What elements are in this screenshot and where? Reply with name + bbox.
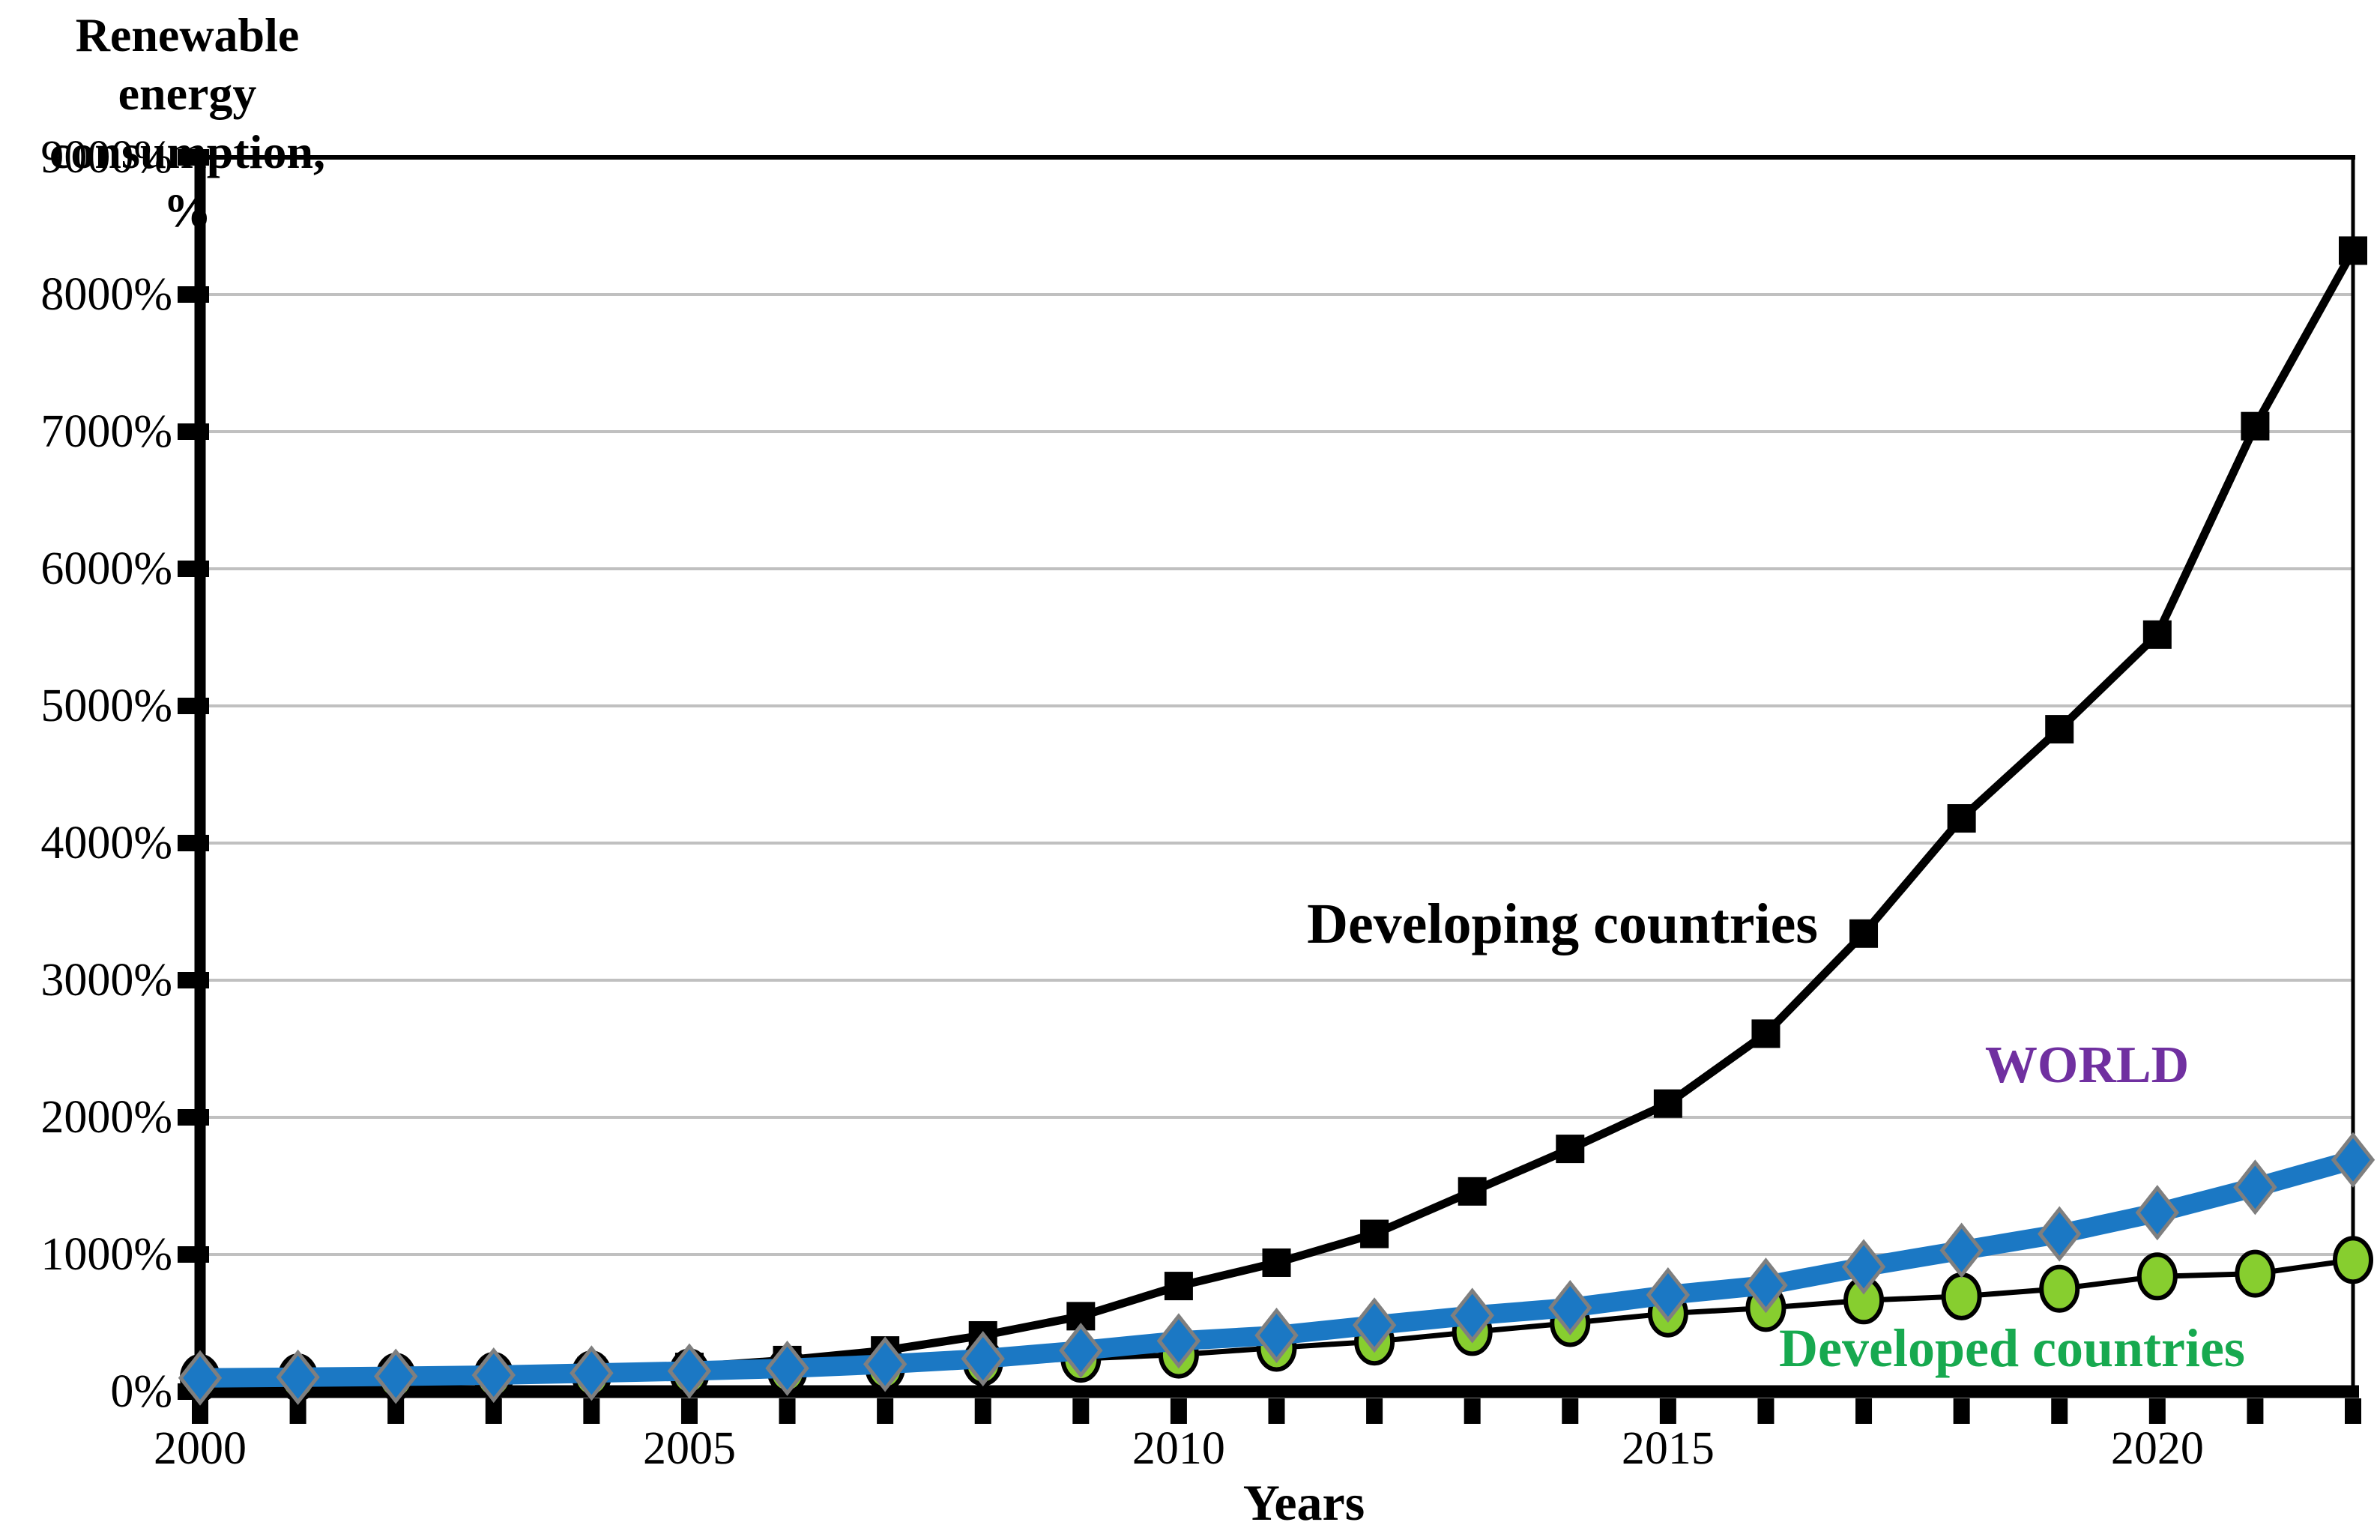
x-axis-tick [1072, 1398, 1090, 1424]
x-axis-tick [583, 1398, 600, 1424]
x-axis-tick [1757, 1398, 1775, 1424]
y-axis-tick [178, 149, 209, 166]
developed-countries-point [2136, 1252, 2178, 1301]
developed-countries-point [2333, 1236, 2373, 1284]
x-axis-tick [1855, 1398, 1873, 1424]
y-tick-label: 7000% [40, 406, 172, 457]
world-point [765, 1340, 809, 1396]
x-axis-tick [1170, 1398, 1187, 1424]
world-point [1646, 1266, 1691, 1323]
world-point [178, 1350, 223, 1406]
x-axis-title: Years [1242, 1474, 1365, 1531]
y-tick-label: 9000% [40, 132, 172, 183]
world-point [570, 1345, 614, 1401]
x-axis-tick [1268, 1398, 1285, 1424]
developing-countries-point [2241, 411, 2270, 441]
x-axis-tick [877, 1398, 894, 1424]
world-series-label: WORLD [1984, 1036, 2190, 1094]
x-axis-tick [2247, 1398, 2264, 1424]
x-tick-label: 2020 [2110, 1423, 2204, 1474]
y-tick-label: 8000% [40, 269, 172, 320]
developing-countries-point [1262, 1248, 1291, 1277]
x-axis-tick [974, 1398, 991, 1424]
y-axis-tick [178, 561, 209, 577]
developing-countries-point [1947, 804, 1976, 833]
world-point [667, 1343, 712, 1399]
y-axis-tick [178, 698, 209, 714]
y-tick-label: 0% [110, 1366, 172, 1417]
x-axis-tick [2345, 1398, 2361, 1424]
x-axis-tick [1366, 1398, 1383, 1424]
x-axis-tick [1953, 1398, 1970, 1424]
developing-countries-point [2339, 236, 2367, 265]
x-axis-tick [680, 1398, 698, 1424]
y-tick-label: 4000% [40, 818, 172, 869]
developing-countries-point [1556, 1135, 1585, 1164]
y-axis-tick [178, 286, 209, 303]
x-axis-tick [192, 1398, 208, 1424]
world-point [276, 1349, 320, 1405]
developing-countries-point [1849, 919, 1879, 948]
world-point [863, 1336, 907, 1392]
x-tick-label: 2015 [1621, 1423, 1715, 1474]
y-tick-label: 6000% [40, 543, 172, 594]
world-point [1548, 1279, 1592, 1336]
y-tick-label: 2000% [40, 1092, 172, 1143]
world-point [1841, 1239, 1886, 1295]
y-axis-tick [178, 1109, 209, 1126]
x-axis-tick [1464, 1398, 1481, 1424]
y-axis-tick [178, 423, 209, 440]
y-tick-label: 3000% [40, 955, 172, 1006]
developing-countries-line [199, 248, 2357, 1383]
world-point [1156, 1313, 1201, 1369]
developing-countries-point [1653, 1089, 1682, 1118]
developing-countries-point [1458, 1177, 1487, 1206]
y-axis-title-line1: Renewable energy [75, 8, 300, 120]
developing-countries-point [1360, 1219, 1389, 1248]
y-axis-tick [178, 972, 209, 988]
world-point [2135, 1185, 2180, 1241]
world-point [1059, 1323, 1103, 1379]
x-tick-label: 2005 [642, 1423, 736, 1474]
x-axis-tick [2051, 1398, 2068, 1424]
x-tick-label: 2010 [1132, 1423, 1225, 1474]
y-axis-title-line2: consumption, % [49, 125, 326, 237]
world-point [373, 1348, 418, 1404]
y-tick-label: 5000% [40, 680, 172, 731]
developing-countries-point [1751, 1019, 1781, 1048]
world-point [471, 1347, 516, 1404]
x-axis-tick [289, 1398, 306, 1424]
developing-countries-series-label: Developing countries [1307, 893, 1818, 955]
developing-countries-point [1164, 1272, 1193, 1301]
developing-countries-point [2045, 715, 2074, 744]
world-point [1939, 1222, 1984, 1278]
world-point [1352, 1297, 1397, 1353]
world-point [2331, 1132, 2376, 1188]
x-axis-tick [387, 1398, 405, 1424]
x-tick-label: 2000 [154, 1423, 247, 1474]
world-point [2233, 1159, 2277, 1216]
world-point [1254, 1307, 1299, 1364]
x-axis-tick [1659, 1398, 1676, 1424]
y-axis-tick [178, 1246, 209, 1263]
developed-countries-point [2039, 1264, 2080, 1313]
x-axis-tick [1562, 1398, 1579, 1424]
y-axis-title: Renewable energy consumption, % [22, 6, 352, 240]
x-axis-tick [485, 1398, 502, 1424]
x-axis-tick [2148, 1398, 2166, 1424]
x-axis-tick [779, 1398, 796, 1424]
world-point [2038, 1206, 2082, 1262]
developing-countries-point [2142, 620, 2172, 649]
world-point [1744, 1257, 1788, 1314]
world-point [1450, 1287, 1494, 1344]
developed-countries-point [2235, 1249, 2276, 1298]
developed-countries-point [1941, 1272, 1982, 1320]
y-tick-label: 1000% [40, 1229, 172, 1280]
y-axis-tick [178, 835, 209, 851]
world-point [961, 1331, 1005, 1387]
developed-countries-series-label: Developed countries [1779, 1318, 2245, 1378]
